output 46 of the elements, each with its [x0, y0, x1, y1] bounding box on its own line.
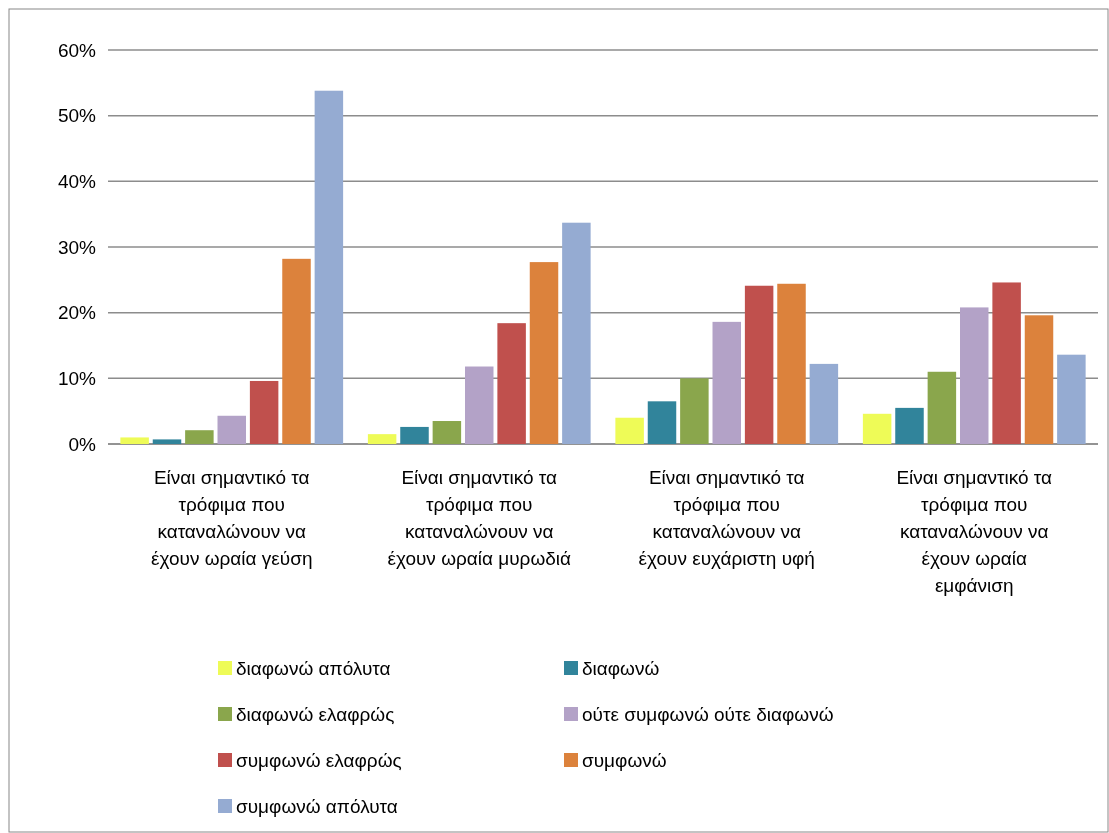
bar: [712, 321, 741, 444]
legend-label: συμφωνώ απόλυτα: [236, 795, 398, 817]
x-tick-label: Είναι σημαντικό τα τρόφιμα που καταναλώνουν να έχουν ωραία γεύση: [151, 467, 313, 569]
bar: [862, 413, 892, 444]
y-tick-label: 0%: [68, 433, 97, 455]
bar: [1024, 315, 1054, 444]
bar: [562, 222, 591, 444]
bar: [529, 262, 559, 444]
bar: [282, 258, 311, 444]
bar: [400, 426, 429, 444]
bar: [1057, 354, 1086, 444]
x-tick-label: Είναι σημαντικό τα τρόφιμα που καταναλώνουν να έχουν ωραία μυρωδιά: [387, 467, 572, 569]
y-tick-label: 40%: [57, 170, 97, 192]
x-tick-label: Είναι σημαντικό τα τρόφιμα που καταναλώνουν να έχουν ευχάριστη υφή: [638, 467, 815, 569]
legend-label: συμφωνώ ελαφρώς: [236, 749, 402, 771]
bar: [185, 430, 214, 444]
bar: [927, 371, 957, 444]
legend-label: διαφωνώ: [582, 657, 660, 679]
bar: [647, 401, 677, 444]
y-tick-label: 10%: [57, 367, 97, 389]
legend-label: διαφωνώ απόλυτα: [236, 657, 391, 679]
x-tick-label: Είναι σημαντικό τα τρόφιμα που καταναλώνουν να έχουν ωραία εμφάνιση: [896, 467, 1053, 596]
bar: [680, 378, 709, 444]
bar: [992, 282, 1021, 444]
bar: [615, 417, 644, 444]
bar: [809, 363, 839, 444]
bar: [744, 285, 774, 444]
bar: [217, 415, 246, 444]
bar: [152, 439, 182, 444]
bar: [314, 90, 344, 444]
bar: [465, 366, 494, 444]
bar: [367, 434, 397, 444]
bar: [895, 407, 924, 444]
bar: [249, 380, 279, 444]
bar: [432, 421, 462, 444]
legend-label: συμφωνώ: [582, 749, 667, 771]
y-tick-label: 20%: [57, 302, 97, 324]
y-tick-label: 30%: [57, 236, 97, 258]
legend-label: ούτε συμφωνώ ούτε διαφωνώ: [582, 703, 834, 725]
bar: [960, 307, 989, 444]
legend-label: διαφωνώ ελαφρώς: [236, 703, 395, 725]
y-tick-label: 50%: [57, 105, 97, 127]
bar: [497, 323, 526, 444]
bar: [120, 437, 149, 444]
y-tick-label: 60%: [57, 39, 97, 61]
bar: [777, 283, 806, 444]
